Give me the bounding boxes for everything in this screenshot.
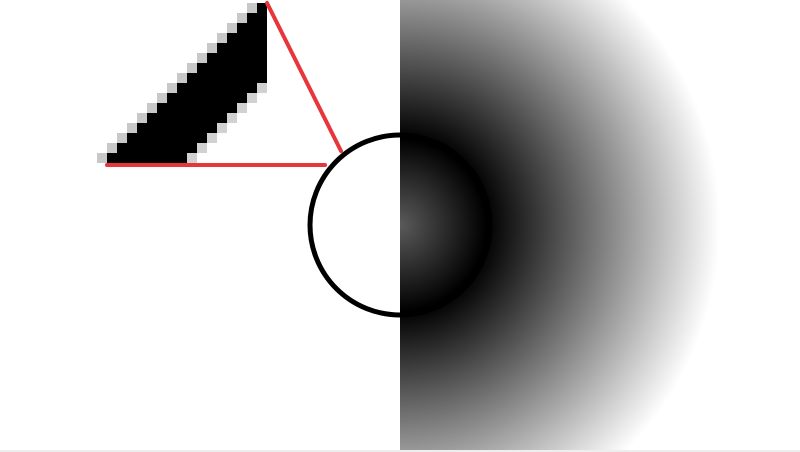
pixel-edge-cell <box>117 133 127 143</box>
pixel-edge-cell <box>237 13 247 23</box>
radial-gradient-fill <box>400 0 800 450</box>
pixel-row <box>127 133 207 143</box>
pixel-row <box>217 43 267 53</box>
pixel-edge-cell <box>217 33 227 43</box>
pixel-edge-cell <box>127 123 137 133</box>
pixel-edge-cell <box>167 83 177 93</box>
pixel-edge-cell <box>157 93 167 103</box>
pixel-row <box>167 93 247 103</box>
pixel-row <box>177 83 257 93</box>
pixel-edge-cell <box>207 133 217 143</box>
pixel-row <box>257 3 267 13</box>
pixel-edge-cell <box>237 103 247 113</box>
pixel-row <box>137 123 217 133</box>
pixel-edge-cell <box>217 123 227 133</box>
pixel-row <box>117 143 197 153</box>
pixel-row <box>237 23 267 33</box>
pixel-row <box>187 73 267 83</box>
pixel-edge-cell <box>187 153 197 163</box>
pixel-edge-cell <box>247 3 257 13</box>
pixel-row <box>147 113 227 123</box>
pixel-row <box>197 63 267 73</box>
pixel-edge-cell <box>207 43 217 53</box>
outlined-circle <box>307 132 493 318</box>
pixel-row <box>207 53 267 63</box>
pixel-row <box>227 33 267 43</box>
pixel-edge-cell <box>147 103 157 113</box>
pixel-edge-cell <box>227 113 237 123</box>
pixel-edge-cell <box>107 143 117 153</box>
red-line-diagonal <box>265 1 343 153</box>
pixel-edge-cell <box>187 63 197 73</box>
pixel-edge-cell <box>97 153 107 163</box>
pixel-edge-cell <box>247 93 257 103</box>
bottom-edge-divider <box>0 450 800 452</box>
pixel-row <box>157 103 237 113</box>
pixelated-band-shape <box>97 3 267 163</box>
pixel-edge-cell <box>227 23 237 33</box>
pixel-edge-cell <box>177 73 187 83</box>
pixel-row <box>247 13 267 23</box>
pixel-edge-cell <box>197 53 207 63</box>
pixel-edge-cell <box>137 113 147 123</box>
pixel-edge-cell <box>257 83 267 93</box>
pixel-row <box>107 153 187 163</box>
pixel-edge-cell <box>197 143 207 153</box>
